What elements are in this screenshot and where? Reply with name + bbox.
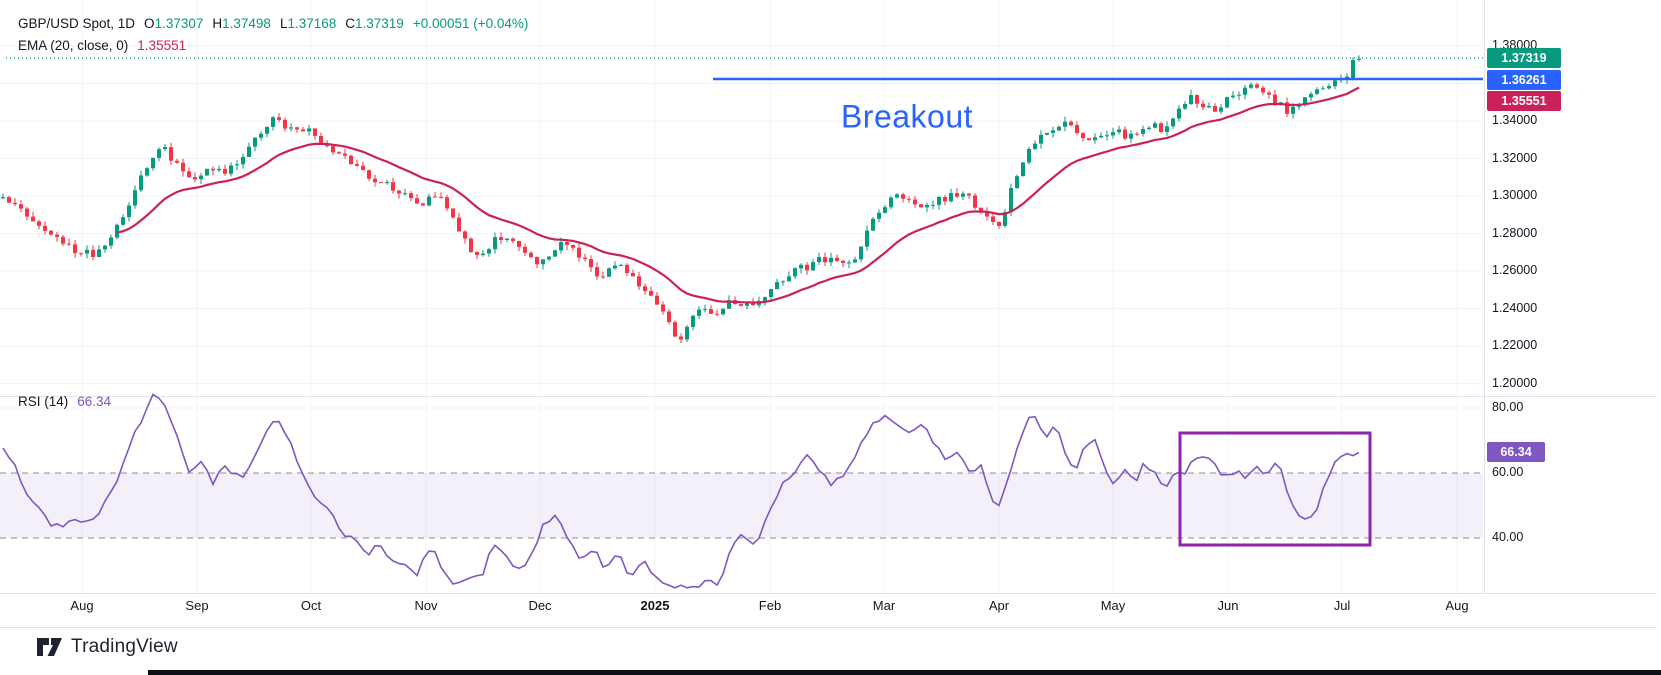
tradingview-footer[interactable]: TradingView (36, 636, 178, 658)
price-tick-label: 1.22000 (1492, 338, 1538, 352)
time-tick-label: Jun (1217, 598, 1239, 613)
ema-value: 1.35551 (137, 38, 187, 53)
time-tick-label: Sep (185, 598, 209, 613)
candles (1, 55, 1361, 344)
breakout-level-badge: 1.36261 (1487, 70, 1561, 90)
price-tick-label: 1.28000 (1492, 225, 1538, 240)
symbol-legend[interactable]: GBP/USD Spot, 1D O1.37307 H1.37498 L1.3716… (18, 16, 528, 31)
rsi-tick-label: 60.00 (1492, 465, 1524, 479)
time-tick-label: Feb (758, 598, 782, 613)
time-tick-label: May (1100, 598, 1126, 613)
rsi-value: 66.34 (77, 394, 112, 409)
rsi-tick-label: 40.00 (1492, 530, 1524, 544)
rsi-label: RSI (14) (18, 394, 69, 409)
price-tick-label: 1.26000 (1492, 263, 1538, 277)
time-tick-label: Oct (300, 598, 322, 613)
ohlc-l: L1.37168 (279, 16, 337, 31)
time-tick-label: 2025 (640, 598, 670, 613)
breakout-annotation[interactable]: Breakout (840, 98, 974, 135)
rsi-band (0, 473, 1483, 538)
rsi-highlight-rectangle[interactable] (1178, 431, 1372, 547)
price-tick-label: 1.20000 (1492, 375, 1538, 390)
time-tick-label: Nov (414, 598, 438, 613)
bottom-bar (148, 670, 1661, 675)
time-tick-label: Aug (1445, 598, 1469, 613)
price-tick-label: 1.30000 (1492, 188, 1538, 202)
time-tick-label: Mar (872, 598, 896, 613)
change-value: +0.00051 (+0.04%) (412, 16, 529, 31)
price-tick-label: 1.32000 (1492, 150, 1538, 165)
price-tick-label: 1.34000 (1492, 113, 1538, 127)
ohlc-h: H1.37498 (212, 16, 271, 31)
tradingview-logo-icon (37, 638, 62, 656)
chart-canvas[interactable] (0, 0, 1661, 632)
chart-border (0, 627, 1656, 628)
ema-legend[interactable]: EMA (20, close, 0) 1.35551 (18, 38, 186, 53)
ohlc-o: O1.37307 (144, 16, 204, 31)
time-tick-label: Apr (988, 598, 1010, 613)
time-tick-label: Jul (1333, 598, 1351, 613)
time-tick-label: Dec (528, 598, 552, 613)
ema-value-badge: 1.35551 (1487, 91, 1561, 111)
rsi-tick-label: 80.00 (1492, 400, 1524, 414)
ohlc-values: O1.37307 H1.37498 L1.37168 C1.37319 (144, 16, 404, 31)
tradingview-brand-text: TradingView (71, 636, 178, 657)
price-tick-label: 1.24000 (1492, 300, 1538, 315)
rsi-value-badge: 66.34 (1487, 442, 1545, 462)
ema-line (116, 86, 1360, 304)
ohlc-c: C1.37319 (345, 16, 404, 31)
last-price-badge: 1.37319 (1487, 48, 1561, 68)
symbol-title: GBP/USD Spot, 1D (18, 16, 136, 31)
time-tick-label: Aug (70, 598, 94, 613)
rsi-line (2, 393, 1360, 589)
ema-label: EMA (20, close, 0) (18, 38, 129, 53)
rsi-legend[interactable]: RSI (14) 66.34 (18, 394, 111, 409)
